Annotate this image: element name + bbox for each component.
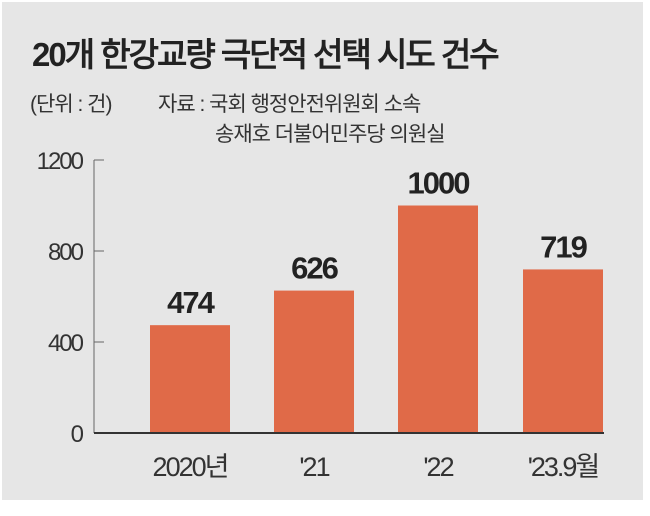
bar-1 [274,290,354,433]
unit-label: (단위 : 건) [30,93,112,116]
bar-2 [398,205,478,433]
y-tick-label: 0 [71,421,84,448]
chart-title: 20개 한강교량 극단적 선택 시도 건수 [32,36,500,73]
value-label: 474 [167,285,215,320]
y-tick-label: 1200 [37,148,84,175]
bar-3 [523,269,603,433]
bar-0 [150,325,230,433]
x-tick-label: 2020년 [153,452,228,482]
y-tick-label: 800 [48,239,84,266]
x-tick-label: '21 [299,452,329,482]
x-tick-label: '23.9월 [528,452,599,482]
value-label: 1000 [408,166,470,201]
source-line-2: 송재호 더불어민주당 의원실 [215,123,446,146]
value-label: 719 [540,229,587,264]
value-label: 626 [291,251,338,286]
x-tick-label: '22 [423,452,453,482]
source-line-1: 자료 : 국회 행정안전위원회 소속 [158,93,421,116]
y-tick-label: 400 [48,330,84,357]
